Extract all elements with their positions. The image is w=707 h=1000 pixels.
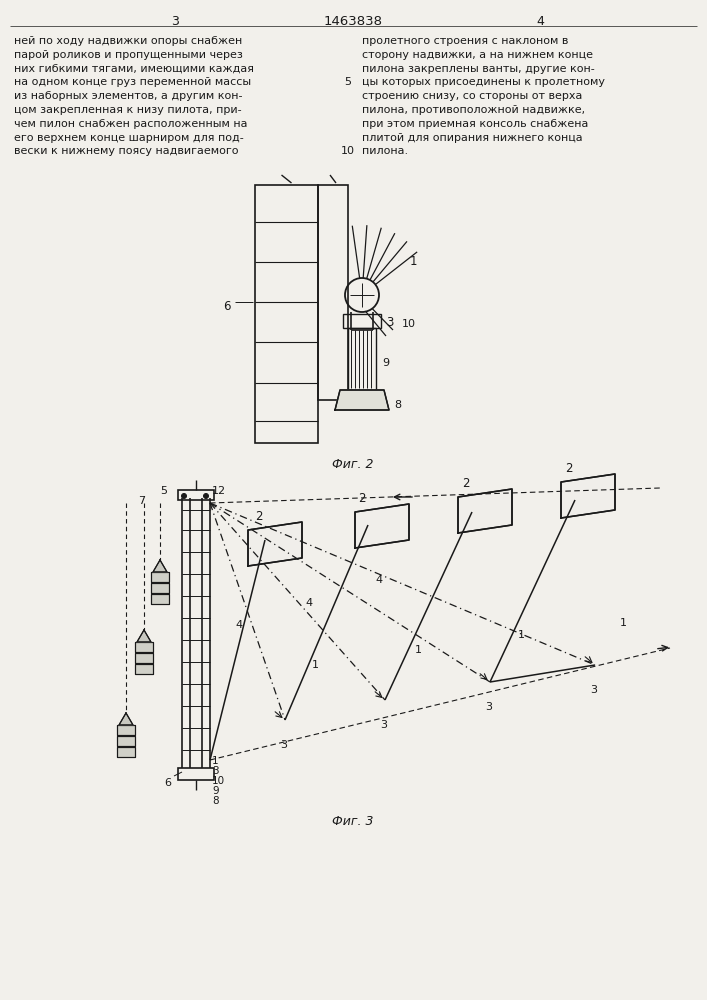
Text: 3: 3 bbox=[380, 720, 387, 730]
Bar bbox=[151, 583, 169, 593]
Text: вески к нижнему поясу надвигаемого: вески к нижнему поясу надвигаемого bbox=[14, 146, 238, 156]
Text: 5: 5 bbox=[344, 77, 351, 87]
Text: 9: 9 bbox=[212, 786, 218, 796]
Bar bbox=[151, 572, 169, 582]
Text: строению снизу, со стороны от верха: строению снизу, со стороны от верха bbox=[362, 91, 583, 101]
Text: 3: 3 bbox=[212, 766, 218, 776]
Text: 10: 10 bbox=[212, 776, 225, 786]
Text: чем пилон снабжен расположенным на: чем пилон снабжен расположенным на bbox=[14, 119, 247, 129]
Bar bbox=[135, 664, 153, 674]
Text: 3: 3 bbox=[280, 740, 287, 750]
Text: 4: 4 bbox=[235, 620, 242, 630]
Circle shape bbox=[182, 493, 187, 498]
Text: 1: 1 bbox=[312, 660, 319, 670]
Text: пролетного строения с наклоном в: пролетного строения с наклоном в bbox=[362, 36, 568, 46]
Text: 9: 9 bbox=[382, 358, 389, 368]
Text: парой роликов и пропущенными через: парой роликов и пропущенными через bbox=[14, 50, 243, 60]
Text: ней по ходу надвижки опоры снабжен: ней по ходу надвижки опоры снабжен bbox=[14, 36, 243, 46]
Bar bbox=[151, 583, 169, 593]
Bar bbox=[343, 314, 381, 328]
Text: 7: 7 bbox=[138, 496, 145, 506]
Text: 6: 6 bbox=[164, 778, 171, 788]
Text: 3: 3 bbox=[485, 702, 492, 712]
Text: 2: 2 bbox=[565, 462, 573, 475]
Text: 5: 5 bbox=[160, 486, 167, 496]
Text: 1: 1 bbox=[518, 630, 525, 640]
Text: 1463838: 1463838 bbox=[324, 15, 382, 28]
Text: 12: 12 bbox=[212, 486, 226, 496]
Bar bbox=[135, 653, 153, 663]
Polygon shape bbox=[119, 713, 133, 725]
Text: 1: 1 bbox=[415, 645, 422, 655]
Bar bbox=[151, 572, 169, 582]
Bar bbox=[151, 594, 169, 604]
Text: пилона.: пилона. bbox=[362, 146, 408, 156]
Bar bbox=[178, 768, 214, 780]
Text: Фиг. 3: Фиг. 3 bbox=[332, 815, 374, 828]
Text: них гибкими тягами, имеющими каждая: них гибкими тягами, имеющими каждая bbox=[14, 64, 254, 74]
Text: 2: 2 bbox=[462, 477, 469, 490]
Text: 3: 3 bbox=[386, 316, 393, 329]
Bar bbox=[135, 642, 153, 652]
Text: 2: 2 bbox=[255, 510, 262, 523]
Text: плитой для опирания нижнего конца: плитой для опирания нижнего конца bbox=[362, 133, 583, 143]
Text: Фиг. 2: Фиг. 2 bbox=[332, 458, 374, 471]
Text: 3: 3 bbox=[590, 685, 597, 695]
Polygon shape bbox=[248, 522, 302, 566]
Text: 8: 8 bbox=[212, 796, 218, 806]
Bar bbox=[135, 642, 153, 652]
Bar bbox=[318, 185, 348, 400]
Text: цы которых присоединены к пролетному: цы которых присоединены к пролетному bbox=[362, 77, 605, 87]
Text: 1: 1 bbox=[212, 756, 218, 766]
Circle shape bbox=[204, 493, 209, 498]
Text: цом закрепленная к низу пилота, при-: цом закрепленная к низу пилота, при- bbox=[14, 105, 242, 115]
Text: 2: 2 bbox=[358, 492, 366, 505]
Text: при этом приемная консоль снабжена: при этом приемная консоль снабжена bbox=[362, 119, 588, 129]
Bar bbox=[348, 328, 376, 390]
Bar bbox=[135, 664, 153, 674]
Text: 1: 1 bbox=[620, 618, 627, 628]
Text: 3: 3 bbox=[171, 15, 179, 28]
Text: сторону надвижки, а на нижнем конце: сторону надвижки, а на нижнем конце bbox=[362, 50, 593, 60]
Polygon shape bbox=[137, 630, 151, 642]
Text: его верхнем конце шарниром для под-: его верхнем конце шарниром для под- bbox=[14, 133, 244, 143]
Bar bbox=[117, 736, 135, 746]
Text: пилона, противоположной надвижке,: пилона, противоположной надвижке, bbox=[362, 105, 585, 115]
Polygon shape bbox=[355, 504, 409, 548]
Bar bbox=[255, 185, 318, 443]
Text: на одном конце груз переменной массы: на одном конце груз переменной массы bbox=[14, 77, 251, 87]
Bar bbox=[117, 736, 135, 746]
Bar bbox=[151, 594, 169, 604]
Polygon shape bbox=[561, 474, 615, 518]
Bar bbox=[135, 653, 153, 663]
Text: 10: 10 bbox=[341, 146, 355, 156]
Bar bbox=[178, 490, 214, 500]
Text: 4: 4 bbox=[305, 598, 312, 608]
Bar bbox=[117, 725, 135, 735]
Bar bbox=[117, 725, 135, 735]
Text: 10: 10 bbox=[402, 319, 416, 329]
Text: 4: 4 bbox=[375, 575, 382, 585]
Text: 1: 1 bbox=[410, 255, 418, 268]
Bar bbox=[117, 747, 135, 757]
Polygon shape bbox=[153, 560, 167, 572]
Text: пилона закреплены ванты, другие кон-: пилона закреплены ванты, другие кон- bbox=[362, 64, 595, 74]
Bar bbox=[117, 747, 135, 757]
Text: 4: 4 bbox=[536, 15, 544, 28]
Polygon shape bbox=[335, 390, 389, 410]
Polygon shape bbox=[458, 489, 512, 533]
Text: из наборных элементов, а другим кон-: из наборных элементов, а другим кон- bbox=[14, 91, 243, 101]
Text: 6: 6 bbox=[223, 300, 230, 313]
Text: 8: 8 bbox=[394, 400, 401, 410]
